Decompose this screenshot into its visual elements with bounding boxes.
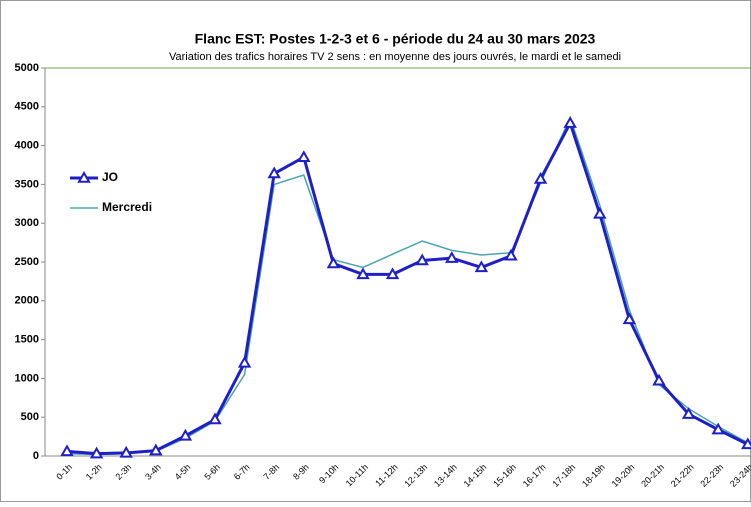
point-marker	[652, 373, 666, 386]
point-marker	[326, 256, 341, 269]
y-tick-label: 1000	[15, 372, 39, 384]
y-tick-label: 2000	[15, 295, 39, 307]
point-marker	[711, 422, 725, 435]
point-marker	[89, 446, 104, 459]
point-marker	[208, 412, 222, 425]
point-marker	[504, 248, 518, 261]
y-tick-label: 4500	[15, 101, 39, 113]
y-tick-label: 3500	[15, 178, 39, 190]
legend-marker	[77, 170, 91, 183]
point-marker	[297, 150, 311, 162]
point-marker	[178, 428, 193, 441]
point-marker	[474, 260, 489, 273]
legend-label: JO	[102, 170, 118, 184]
point-marker	[681, 407, 696, 419]
point-marker	[60, 444, 74, 457]
point-marker	[622, 312, 637, 325]
point-marker	[119, 445, 133, 458]
point-marker	[593, 206, 607, 219]
point-marker	[533, 171, 548, 184]
point-marker	[267, 166, 281, 179]
y-tick-label: 4000	[15, 140, 39, 152]
chart-title: Flanc EST: Postes 1-2-3 et 6 - période d…	[195, 31, 596, 47]
chart-subtitle: Variation des trafics horaires TV 2 sens…	[169, 51, 621, 63]
y-tick-label: 2500	[15, 256, 39, 268]
point-marker	[385, 267, 400, 280]
legend-label: Mercredi	[102, 200, 152, 214]
point-marker	[149, 443, 163, 456]
point-marker	[415, 253, 429, 266]
y-tick-label: 500	[21, 411, 39, 423]
point-marker	[445, 251, 459, 263]
point-marker	[237, 355, 252, 368]
point-marker	[563, 116, 577, 128]
point-marker	[356, 267, 370, 280]
y-tick-label: 0	[33, 450, 39, 462]
point-marker	[741, 437, 751, 450]
y-tick-label: 5000	[15, 62, 39, 74]
y-tick-label: 3000	[15, 217, 39, 229]
y-tick-label: 1500	[15, 334, 39, 346]
